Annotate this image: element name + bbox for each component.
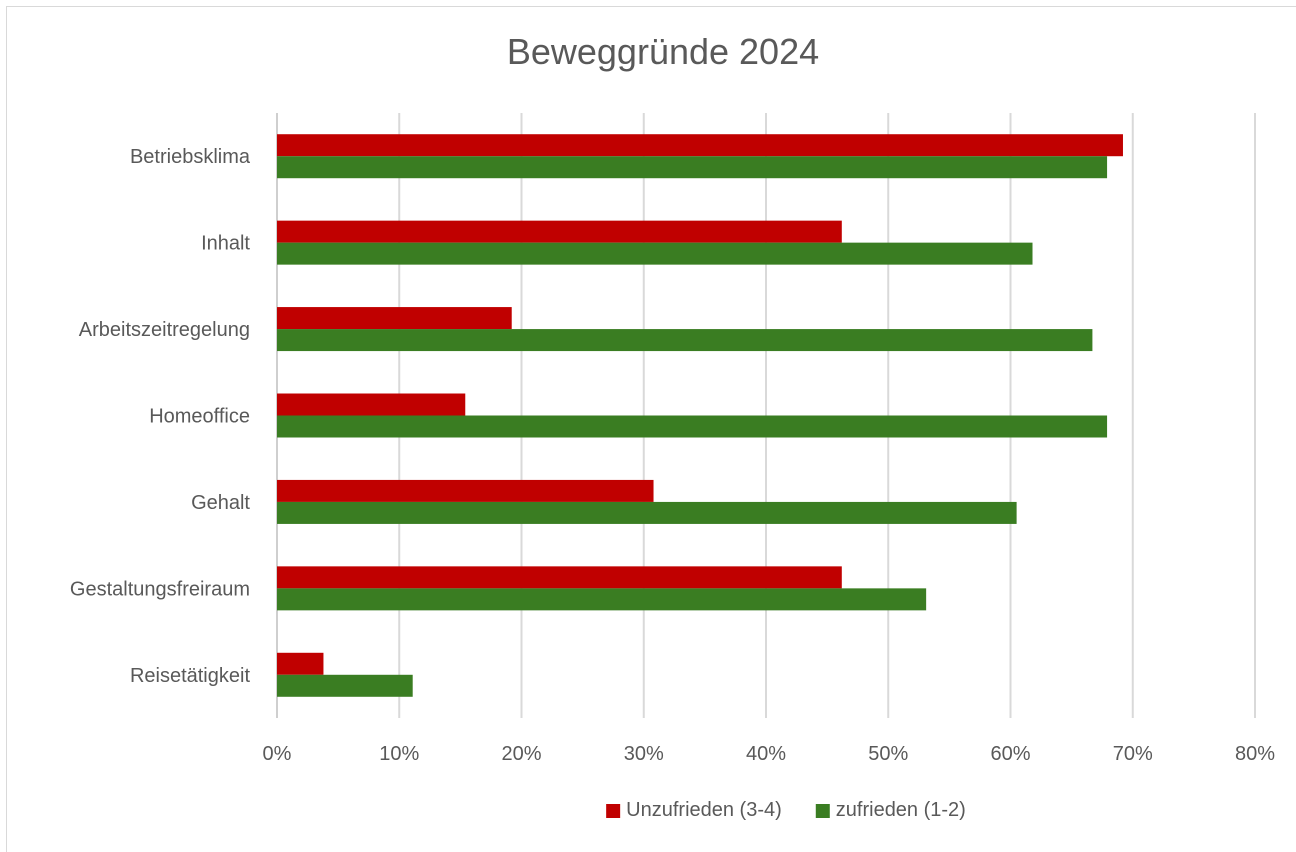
bar-zufrieden <box>277 674 413 697</box>
x-tick-label: 40% <box>746 743 786 765</box>
x-tick-label: 30% <box>624 743 664 765</box>
bar-zufrieden <box>277 329 1093 352</box>
legend-item: zufrieden (1-2) <box>815 799 966 821</box>
bars <box>277 134 1123 697</box>
bar-zufrieden <box>277 588 927 611</box>
category-label: Gehalt <box>191 492 250 514</box>
category-label: Homeoffice <box>149 406 250 428</box>
bar-zufrieden <box>277 242 1033 265</box>
x-tick-label: 0% <box>263 743 292 765</box>
bar-zufrieden <box>277 415 1108 438</box>
legend-swatch <box>815 804 830 818</box>
x-tick-label: 20% <box>501 743 541 765</box>
category-label: Inhalt <box>201 233 250 255</box>
bar-unzufrieden <box>277 134 1123 157</box>
x-tick-label: 60% <box>990 743 1030 765</box>
bar-zufrieden <box>277 156 1108 179</box>
x-tick-label: 50% <box>868 743 908 765</box>
legend-swatch <box>606 804 621 818</box>
legend: Unzufrieden (3-4) zufrieden (1-2) <box>606 799 966 821</box>
bar-unzufrieden <box>277 652 324 675</box>
bar-unzufrieden <box>277 479 654 502</box>
category-label: Reisetätigkeit <box>130 665 251 687</box>
legend-label: Unzufrieden (3-4) <box>626 799 782 821</box>
legend-label: zufrieden (1-2) <box>836 799 966 821</box>
bar-unzufrieden <box>277 566 842 589</box>
category-labels: Betriebsklima Inhalt Arbeitszeitregelung Ho… <box>70 146 251 687</box>
bar-zufrieden <box>277 501 1017 524</box>
legend-item: Unzufrieden (3-4) <box>606 799 782 821</box>
x-tick-label: 70% <box>1113 743 1153 765</box>
bar-unzufrieden <box>277 220 842 243</box>
bar-unzufrieden <box>277 393 466 416</box>
bar-unzufrieden <box>277 307 512 330</box>
category-label: Arbeitszeitregelung <box>79 319 250 341</box>
x-tick-label: 10% <box>379 743 419 765</box>
chart-title: Beweggründe 2024 <box>507 31 819 72</box>
x-tick-labels: 0% 10% 20% 30% 40% 50% 60% 70% 80% <box>263 743 1276 765</box>
category-label: Betriebsklima <box>130 146 251 168</box>
category-label: Gestaltungsfreiraum <box>70 578 250 600</box>
x-tick-label: 80% <box>1235 743 1275 765</box>
